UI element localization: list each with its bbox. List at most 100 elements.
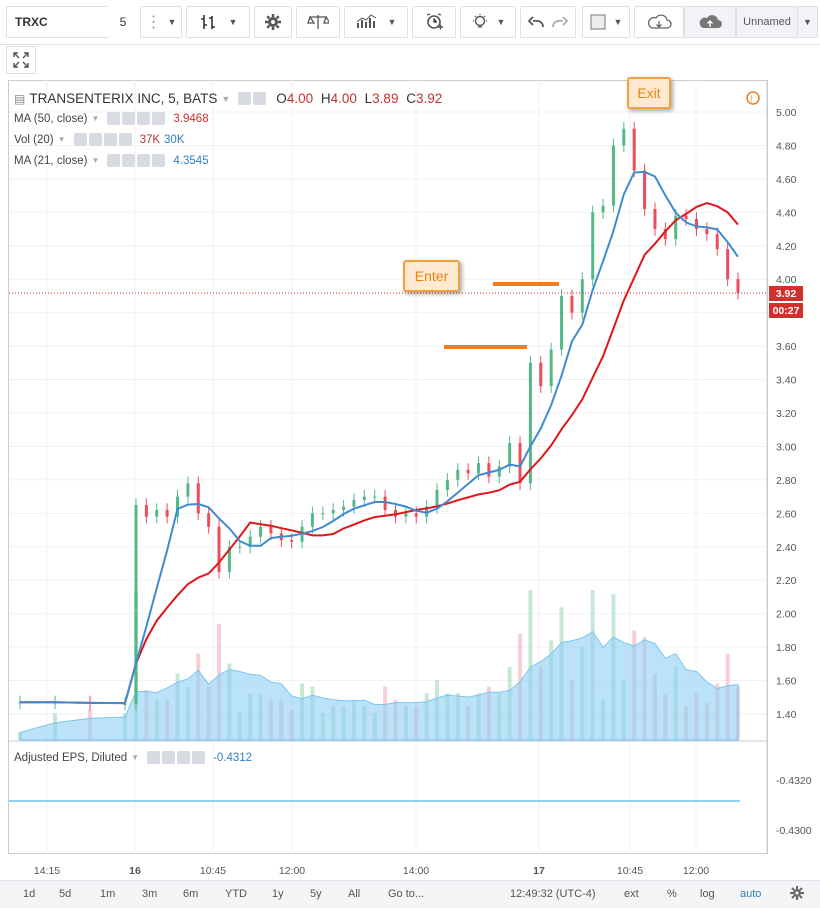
candle-body <box>207 513 211 527</box>
range-1y-button[interactable]: 1y <box>272 888 284 900</box>
candle-body <box>331 509 335 514</box>
ideas-button[interactable]: ▼ <box>460 6 516 38</box>
eye-icon[interactable] <box>73 133 87 146</box>
indicators-button[interactable]: ▼ <box>344 6 408 38</box>
candles <box>18 122 740 711</box>
entry-level-line-2[interactable] <box>493 282 559 286</box>
interval-selector[interactable]: 5 <box>108 6 138 38</box>
add-icon[interactable] <box>177 751 191 764</box>
add-icon[interactable] <box>137 112 151 125</box>
candle-body <box>123 703 127 705</box>
warning-icon[interactable] <box>746 91 760 105</box>
range-1d-button[interactable]: 1d <box>23 888 36 900</box>
auto-scale-button[interactable]: auto <box>740 888 762 900</box>
legend-actions[interactable] <box>107 154 166 167</box>
range-1m-button[interactable]: 1m <box>100 888 116 900</box>
eps-label: Adjusted EPS, Diluted <box>14 751 128 764</box>
settings-button[interactable] <box>254 6 292 38</box>
price-axis-tick: 3.60 <box>776 341 797 353</box>
bar-style-button[interactable]: ⋮ ▼ <box>140 6 182 38</box>
chevron-down-icon[interactable]: ▼ <box>91 156 100 165</box>
clock-display[interactable]: 12:49:32 (UTC-4) <box>510 888 596 900</box>
percent-scale-button[interactable]: % <box>667 888 677 900</box>
price-axis-tick: 3.40 <box>776 375 797 387</box>
gear-icon[interactable] <box>790 886 804 900</box>
volume-bar <box>528 590 533 740</box>
legend-actions[interactable] <box>73 133 132 146</box>
candle-body <box>570 295 574 313</box>
candle-body <box>477 463 481 474</box>
chart-type-button[interactable]: ▼ <box>186 6 250 38</box>
eye-icon[interactable] <box>147 751 161 764</box>
add-icon[interactable] <box>103 133 117 146</box>
eps-legend: Adjusted EPS, Diluted ▼ -0.4312 <box>14 751 252 764</box>
goto-date-button[interactable]: Go to... <box>388 888 425 900</box>
candle-body <box>227 546 231 572</box>
load-cloud-button[interactable] <box>684 6 736 38</box>
candle-body <box>497 466 501 477</box>
chevron-down-icon[interactable]: ▼ <box>57 135 66 144</box>
fullscreen-button[interactable] <box>6 46 36 74</box>
price-chart[interactable]: 5.004.804.604.404.204.003.803.603.403.20… <box>0 0 820 880</box>
price-axis[interactable]: 5.004.804.604.404.204.003.803.603.403.20… <box>776 107 797 721</box>
collapse-icon[interactable]: ▤ <box>14 91 26 106</box>
legend-actions[interactable] <box>107 112 166 125</box>
eye-icon[interactable] <box>107 112 121 125</box>
range-6m-button[interactable]: 6m <box>183 888 199 900</box>
price-axis-tick: 4.60 <box>776 174 797 186</box>
candle-body <box>176 496 180 517</box>
settings-icon[interactable] <box>253 92 267 105</box>
price-axis-tick: 3.20 <box>776 408 797 420</box>
candle-body <box>373 496 377 498</box>
candle-body <box>310 513 314 527</box>
legend-actions[interactable] <box>147 751 206 764</box>
settings-icon[interactable] <box>122 112 136 125</box>
close-icon[interactable] <box>152 154 166 167</box>
settings-icon[interactable] <box>88 133 102 146</box>
range-5y-button[interactable]: 5y <box>310 888 322 900</box>
idea-icon <box>472 14 487 28</box>
layout-name-button[interactable]: Unnamed <box>736 6 798 38</box>
entry-level-line[interactable] <box>444 345 527 349</box>
price-axis-tick: 1.60 <box>776 676 797 688</box>
candle-body <box>487 463 491 477</box>
enter-callout[interactable]: Enter <box>403 260 460 292</box>
close-icon[interactable] <box>152 112 166 125</box>
price-axis-tick: 2.40 <box>776 542 797 554</box>
undo-icon[interactable] <box>527 15 545 29</box>
ma21-legend: MA (21, close) ▼ 4.3545 <box>14 154 209 167</box>
range-ytd-button[interactable]: YTD <box>225 888 247 900</box>
log-scale-button[interactable]: log <box>700 888 715 900</box>
range-5d-button[interactable]: 5d <box>59 888 72 900</box>
candle-body <box>601 205 605 213</box>
time-axis-tick: 10:45 <box>617 865 643 877</box>
symbol-text: TRXC <box>15 15 48 29</box>
compare-button[interactable] <box>296 6 340 38</box>
save-cloud-button[interactable] <box>634 6 684 38</box>
time-axis[interactable]: 14:15 16 10:45 12:00 14:00 17 10:45 12:00 <box>34 865 709 877</box>
chevron-down-icon[interactable]: ▼ <box>131 753 140 762</box>
settings-icon[interactable] <box>122 154 136 167</box>
close-icon[interactable] <box>192 751 206 764</box>
exit-callout[interactable]: Exit <box>627 77 671 109</box>
time-axis-tick: 14:00 <box>403 865 429 877</box>
settings-icon[interactable] <box>162 751 176 764</box>
chevron-down-icon: ▼ <box>496 17 506 27</box>
chevron-down-icon[interactable]: ▼ <box>221 93 231 104</box>
close-icon[interactable] <box>118 133 132 146</box>
candle-body <box>435 489 439 507</box>
ext-hours-button[interactable]: ext <box>624 888 639 900</box>
candle-body <box>674 215 678 240</box>
alert-button[interactable] <box>412 6 456 38</box>
add-icon[interactable] <box>137 154 151 167</box>
range-3m-button[interactable]: 3m <box>142 888 158 900</box>
eye-icon[interactable] <box>107 154 121 167</box>
time-axis-tick: 14:15 <box>34 865 60 877</box>
eye-icon[interactable] <box>238 92 252 105</box>
legend-actions[interactable] <box>238 92 267 105</box>
chevron-down-icon[interactable]: ▼ <box>91 114 100 123</box>
drawing-style-button[interactable]: ▼ <box>582 6 630 38</box>
redo-icon[interactable] <box>551 15 569 29</box>
layout-menu-button[interactable]: ▼ <box>798 6 818 38</box>
range-all-button[interactable]: All <box>348 888 361 900</box>
